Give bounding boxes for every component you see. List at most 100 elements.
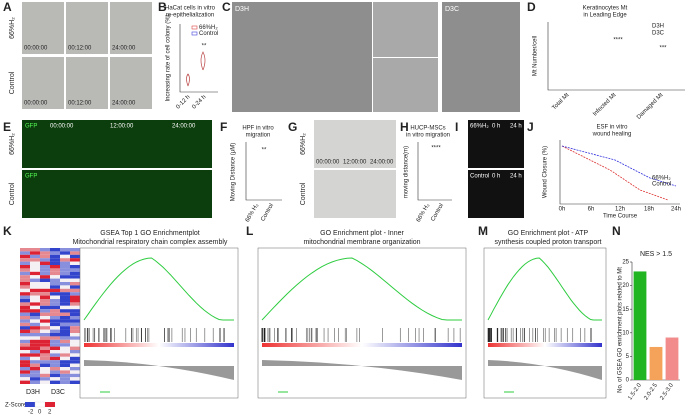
y-label: Wound Closure (%) bbox=[543, 146, 549, 198]
timestamp: 24:00:00 bbox=[172, 124, 196, 130]
heat-cell bbox=[40, 373, 50, 378]
heat-cell bbox=[40, 326, 50, 330]
heat-cell bbox=[50, 295, 60, 299]
panel-title: synthesis coupled proton transport bbox=[494, 239, 601, 246]
heat-cell bbox=[30, 254, 40, 259]
row-label: Control bbox=[470, 174, 489, 180]
heat-cell bbox=[70, 265, 80, 269]
heat-cell bbox=[40, 360, 50, 364]
y-label: No. of GSEA GO enrichment plots related … bbox=[618, 267, 624, 393]
heat-cell bbox=[30, 309, 40, 313]
heat-cell bbox=[20, 316, 30, 320]
heat-cell bbox=[70, 336, 80, 340]
heat-cell bbox=[70, 309, 80, 313]
panel-title: ESF in vitro bbox=[596, 125, 628, 131]
panel-label: C bbox=[222, 0, 231, 14]
heat-cell bbox=[60, 329, 70, 333]
heat-cell bbox=[60, 268, 70, 272]
scale-label: -2 bbox=[28, 410, 34, 416]
y-tick-label: 10 bbox=[622, 330, 629, 336]
timestamp: 00:12:00 bbox=[68, 46, 92, 52]
heat-cell bbox=[50, 316, 60, 320]
timestamp: 12:00:00 bbox=[343, 160, 367, 166]
significance: *** bbox=[659, 46, 667, 52]
y-tick-label: 5 bbox=[626, 354, 630, 360]
timestamp: 0 h bbox=[492, 174, 500, 180]
panel-label: N bbox=[612, 224, 621, 238]
heat-cell bbox=[30, 339, 40, 344]
heat-cell bbox=[60, 295, 70, 299]
heat-cell bbox=[50, 282, 60, 286]
heat-cell bbox=[60, 316, 70, 320]
panel-title: re-epithelialization bbox=[166, 13, 214, 19]
heat-cell bbox=[60, 302, 70, 306]
x-tick-label: 0h bbox=[559, 207, 566, 213]
timestamp: 24:00:00 bbox=[112, 46, 136, 52]
heat-cell bbox=[30, 299, 40, 303]
heat-cell bbox=[30, 251, 40, 255]
timestamp: 00:12:00 bbox=[68, 101, 92, 107]
heat-cell bbox=[30, 343, 40, 347]
bar bbox=[665, 337, 679, 380]
plot-frame bbox=[483, 247, 607, 399]
heat-cell bbox=[30, 288, 40, 293]
heat-cell bbox=[20, 312, 30, 316]
heat-cell bbox=[60, 271, 70, 276]
heat-cell bbox=[60, 377, 70, 381]
panel-label: D bbox=[527, 0, 536, 14]
heat-cell bbox=[70, 356, 80, 361]
heat-cell bbox=[50, 336, 60, 340]
heat-cell bbox=[50, 285, 60, 289]
heat-cell bbox=[50, 319, 60, 323]
heat-cell bbox=[70, 261, 80, 265]
y-tick-label: 25 bbox=[622, 260, 629, 266]
heat-cell bbox=[20, 336, 30, 340]
timestamp: 12:00:00 bbox=[110, 124, 134, 130]
heat-cell bbox=[50, 312, 60, 316]
heat-cell bbox=[50, 326, 60, 330]
heat-cell bbox=[50, 288, 60, 293]
ranked-metric bbox=[262, 360, 462, 380]
x-tick-label: Infected Mt bbox=[592, 92, 617, 117]
x-tick-label: Total Mt bbox=[551, 92, 570, 111]
heat-cell bbox=[20, 346, 30, 350]
heat-cell bbox=[30, 329, 40, 333]
heat-cell bbox=[70, 350, 80, 354]
heat-cell bbox=[30, 367, 40, 371]
heat-cell bbox=[70, 305, 80, 310]
heat-cell bbox=[70, 360, 80, 364]
heat-cell bbox=[50, 265, 60, 269]
heat-cell bbox=[30, 275, 40, 279]
panel-title: Keratinocytes Mt bbox=[583, 6, 628, 12]
heat-cell bbox=[20, 350, 30, 354]
heat-cell bbox=[20, 309, 30, 313]
heat-cell bbox=[70, 271, 80, 276]
heat-cell bbox=[70, 326, 80, 330]
heat-cell bbox=[70, 370, 80, 374]
heat-cell bbox=[40, 305, 50, 310]
x-tick-label: 2.0-2.5 bbox=[643, 382, 659, 401]
heat-cell bbox=[40, 363, 50, 367]
panel-label: M bbox=[478, 224, 488, 238]
heat-cell bbox=[70, 353, 80, 357]
heat-cell bbox=[50, 299, 60, 303]
heat-cell bbox=[30, 292, 40, 296]
heat-cell bbox=[60, 299, 70, 303]
heat-cell bbox=[30, 261, 40, 265]
enrichment-curve bbox=[83, 257, 234, 321]
heat-cell bbox=[40, 333, 50, 337]
ranked-metric bbox=[84, 360, 234, 380]
heat-cell bbox=[50, 353, 60, 357]
heat-cell bbox=[40, 288, 50, 293]
significance: ** bbox=[202, 44, 207, 50]
x-tick-label: 66% H₂ bbox=[416, 202, 432, 223]
heat-cell bbox=[20, 302, 30, 306]
row-label: 66%H₂ bbox=[300, 133, 307, 155]
heat-cell bbox=[30, 370, 40, 374]
heat-cell bbox=[60, 380, 70, 384]
x-tick-label: 12h bbox=[615, 207, 625, 213]
heat-cell bbox=[30, 336, 40, 340]
heat-cell bbox=[20, 275, 30, 279]
heat-cell bbox=[70, 312, 80, 316]
heat-cell bbox=[40, 278, 50, 282]
